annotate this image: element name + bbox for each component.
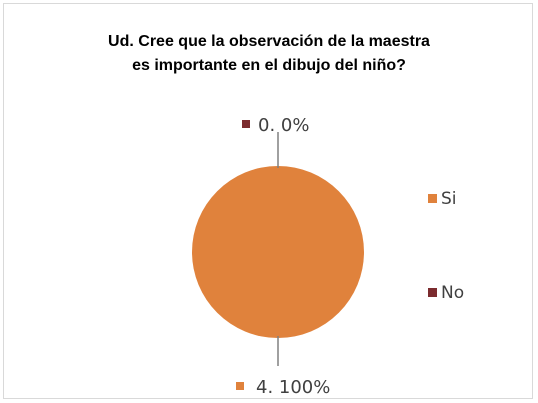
legend-label-no: No bbox=[441, 283, 464, 303]
data-label-no: 0. 0% bbox=[242, 115, 309, 136]
legend-item-no: No bbox=[428, 283, 464, 303]
chart-title-line-2: es importante en el dibujo del niño? bbox=[132, 57, 406, 74]
pie-slice-si bbox=[192, 166, 364, 338]
legend-label-si: Si bbox=[441, 189, 457, 209]
chart-title-line-1: Ud. Cree que la observación de la maestr… bbox=[108, 33, 430, 50]
legend-item-si: Si bbox=[428, 189, 457, 209]
data-label-no-swatch bbox=[242, 120, 250, 128]
legend: Si No bbox=[428, 189, 464, 303]
data-label-si-text: 4. 100% bbox=[256, 377, 330, 398]
data-label-no-text: 0. 0% bbox=[258, 115, 309, 136]
data-label-si: 4. 100% bbox=[236, 377, 330, 398]
legend-swatch-si bbox=[428, 194, 437, 203]
chart-title: Ud. Cree que la observación de la maestr… bbox=[0, 30, 538, 78]
pie-slices bbox=[192, 166, 364, 338]
data-label-si-swatch bbox=[236, 382, 244, 390]
legend-swatch-no bbox=[428, 288, 437, 297]
